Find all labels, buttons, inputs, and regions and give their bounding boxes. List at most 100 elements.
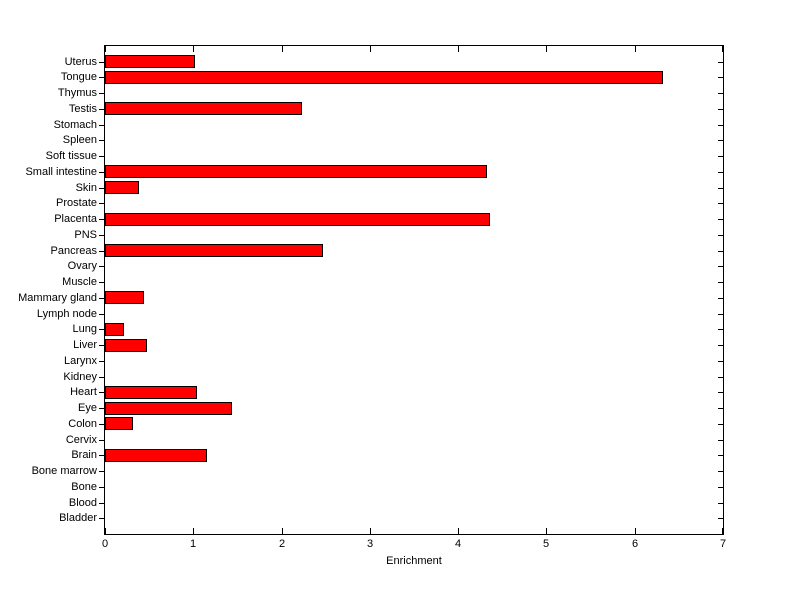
y-tick-left (99, 62, 104, 63)
x-tick-label-3: 3 (366, 538, 374, 550)
x-tick-label-5: 5 (542, 538, 550, 550)
y-tick-left (99, 298, 104, 299)
x-tick-top (546, 46, 547, 52)
y-tick-left (99, 408, 104, 409)
bar-brain (105, 449, 207, 462)
y-tick-left (99, 518, 104, 519)
y-tick-left (99, 203, 104, 204)
y-tick-left (99, 329, 104, 330)
y-tick-label-testis: Testis (68, 103, 97, 115)
y-tick-right (718, 219, 723, 220)
y-tick-right (718, 440, 723, 441)
y-tick-label-blood: Blood (68, 497, 97, 509)
x-tick-bottom (105, 528, 106, 534)
y-tick-left (99, 140, 104, 141)
plot-area (104, 45, 724, 535)
bar-heart (105, 386, 197, 399)
y-tick-label-small-intestine: Small intestine (25, 166, 97, 178)
y-tick-left (99, 440, 104, 441)
x-tick-top (635, 46, 636, 52)
y-tick-right (718, 156, 723, 157)
x-tick-top (282, 46, 283, 52)
y-tick-left (99, 345, 104, 346)
y-tick-left (99, 125, 104, 126)
y-tick-right (718, 235, 723, 236)
y-tick-left (99, 93, 104, 94)
y-tick-right (718, 172, 723, 173)
y-tick-left (99, 424, 104, 425)
y-tick-right (718, 408, 723, 409)
y-tick-right (718, 392, 723, 393)
y-tick-right (718, 361, 723, 362)
bar-liver (105, 339, 147, 352)
x-tick-top (105, 46, 106, 52)
y-tick-label-brain: Brain (71, 449, 97, 461)
x-tick-bottom (546, 528, 547, 534)
x-tick-top (193, 46, 194, 52)
y-tick-left (99, 282, 104, 283)
y-tick-label-colon: Colon (68, 418, 97, 430)
y-tick-left (99, 109, 104, 110)
y-tick-label-thymus: Thymus (57, 87, 97, 99)
y-tick-right (718, 77, 723, 78)
x-tick-bottom (282, 528, 283, 534)
y-tick-left (99, 314, 104, 315)
y-tick-right (718, 125, 723, 126)
bar-pancreas (105, 244, 323, 257)
y-tick-right (718, 377, 723, 378)
y-tick-right (718, 251, 723, 252)
bar-tongue (105, 71, 663, 84)
bar-skin (105, 181, 139, 194)
y-tick-right (718, 424, 723, 425)
y-tick-left (99, 377, 104, 378)
y-tick-left (99, 487, 104, 488)
y-tick-left (99, 251, 104, 252)
y-tick-left (99, 392, 104, 393)
y-tick-right (718, 203, 723, 204)
y-tick-label-pns: PNS (74, 229, 97, 241)
bar-colon (105, 417, 133, 430)
y-tick-right (718, 298, 723, 299)
y-tick-label-cervix: Cervix (65, 434, 97, 446)
y-tick-right (718, 188, 723, 189)
y-tick-right (718, 503, 723, 504)
y-tick-left (99, 266, 104, 267)
bar-uterus (105, 55, 195, 68)
y-tick-left (99, 219, 104, 220)
y-tick-label-ovary: Ovary (67, 260, 97, 272)
y-tick-right (718, 282, 723, 283)
y-tick-label-muscle: Muscle (62, 276, 97, 288)
y-tick-label-uterus: Uterus (64, 56, 97, 68)
y-tick-label-eye: Eye (78, 402, 97, 414)
y-tick-label-soft-tissue: Soft tissue (45, 150, 97, 162)
y-tick-label-prostate: Prostate (56, 197, 97, 209)
x-tick-top (722, 46, 723, 52)
y-tick-right (718, 518, 723, 519)
y-tick-right (718, 329, 723, 330)
y-tick-label-skin: Skin (75, 182, 97, 194)
y-tick-left (99, 156, 104, 157)
y-tick-left (99, 172, 104, 173)
bar-lung (105, 323, 124, 336)
x-tick-label-0: 0 (101, 538, 109, 550)
x-tick-bottom (458, 528, 459, 534)
x-tick-top (458, 46, 459, 52)
y-tick-label-liver: Liver (73, 339, 97, 351)
y-tick-left (99, 503, 104, 504)
y-tick-left (99, 235, 104, 236)
y-tick-label-placenta: Placenta (54, 213, 97, 225)
y-tick-label-pancreas: Pancreas (50, 245, 97, 257)
x-tick-bottom (193, 528, 194, 534)
y-tick-label-heart: Heart (70, 386, 97, 398)
y-tick-label-stomach: Stomach (53, 119, 97, 131)
bar-testis (105, 102, 302, 115)
x-tick-label-4: 4 (454, 538, 462, 550)
y-tick-right (718, 109, 723, 110)
y-tick-label-bone-marrow: Bone marrow (31, 465, 97, 477)
y-tick-right (718, 471, 723, 472)
y-tick-left (99, 455, 104, 456)
y-tick-left (99, 361, 104, 362)
x-tick-top (370, 46, 371, 52)
y-tick-left (99, 471, 104, 472)
